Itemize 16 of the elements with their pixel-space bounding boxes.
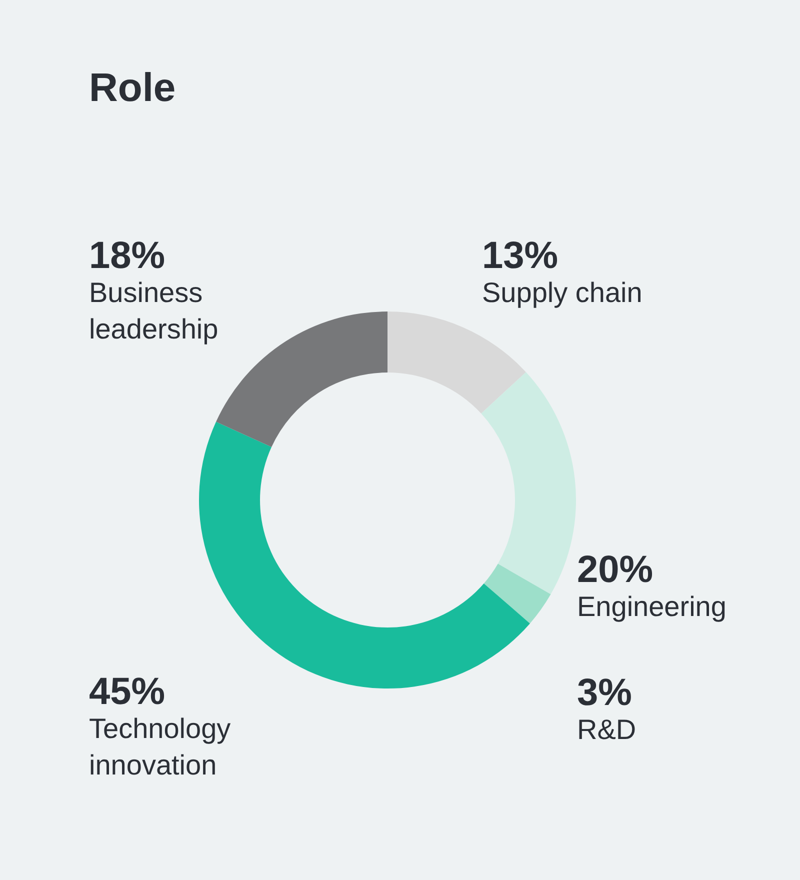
slice-label: Engineering: [577, 591, 726, 622]
data-label: 45%: [89, 671, 166, 713]
slice-label: Technology innovation: [89, 713, 231, 780]
donut-slice: [388, 312, 526, 414]
data-label: 18%: [89, 235, 166, 277]
donut-slice: [481, 372, 576, 594]
slice-label: Business leadership: [89, 277, 218, 344]
slice-label: Supply chain: [482, 277, 642, 308]
slice-label: R&D: [577, 714, 636, 745]
data-label: 13%: [482, 235, 558, 277]
donut-slice: [484, 564, 551, 624]
data-label: 3%: [577, 672, 632, 714]
chart-title: Role: [89, 66, 176, 110]
donut-slice: [216, 312, 388, 448]
donut-slice: [199, 422, 530, 688]
data-label: 20%: [577, 549, 654, 591]
